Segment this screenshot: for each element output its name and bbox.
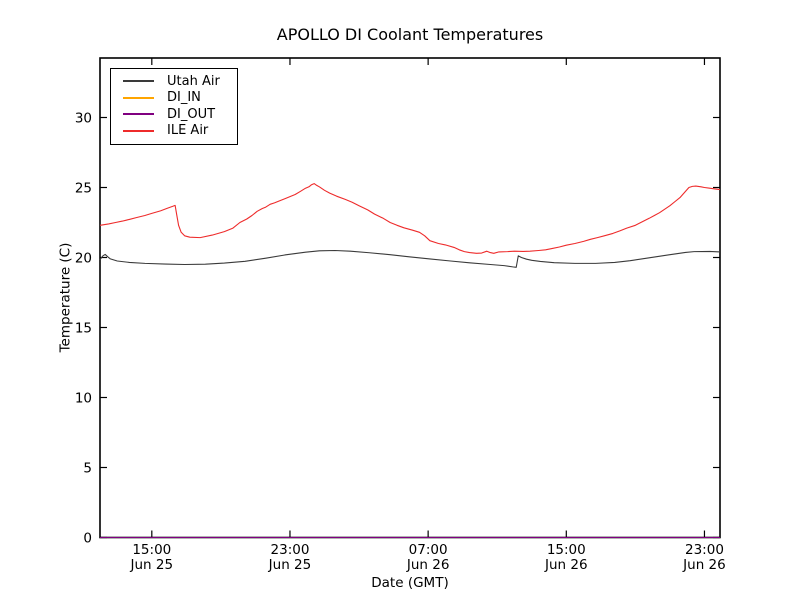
legend-label: Utah Air <box>167 73 220 89</box>
legend-line-swatch <box>123 129 154 132</box>
y-tick-label: 0 <box>83 531 92 547</box>
x-tick-label-time: 23:00 <box>685 542 724 558</box>
series-line-ile-air <box>99 183 721 254</box>
y-tick-label: 10 <box>75 391 92 407</box>
legend-label: DI_IN <box>167 90 201 106</box>
x-tick-label-date: Jun 26 <box>544 557 588 573</box>
y-tick-label: 30 <box>75 111 92 127</box>
legend-line-swatch <box>123 113 154 116</box>
x-tick-label-time: 07:00 <box>409 542 448 558</box>
y-tick-label: 5 <box>83 461 92 477</box>
x-tick-label-date: Jun 25 <box>130 557 174 573</box>
chart-title: APOLLO DI Coolant Temperatures <box>276 25 544 44</box>
y-tick-label: 15 <box>75 321 92 337</box>
legend-label: ILE Air <box>167 123 209 139</box>
legend-line-swatch <box>123 96 154 99</box>
x-tick-label-time: 15:00 <box>547 542 586 558</box>
legend-item-di-out: DI_OUT <box>123 106 235 123</box>
legend-label: DI_OUT <box>167 106 216 122</box>
y-tick-label: 25 <box>75 181 92 197</box>
legend-item-utah-air: Utah Air <box>123 73 235 90</box>
legend-line-swatch <box>123 80 154 83</box>
series-line-utah-air <box>99 249 721 268</box>
x-axis-label: Date (GMT) <box>371 575 449 591</box>
y-axis-label: Temperature (C) <box>57 242 74 353</box>
x-tick-label-date: Jun 26 <box>406 557 450 573</box>
legend: Utah Air DI_IN DI_OUT ILE Air <box>110 68 238 145</box>
x-tick-label-time: 23:00 <box>271 542 310 558</box>
x-tick-label-date: Jun 26 <box>682 557 726 573</box>
x-tick-label-date: Jun 25 <box>268 557 312 573</box>
legend-item-di-in: DI_IN <box>123 90 235 107</box>
y-tick-label: 20 <box>75 251 92 267</box>
legend-item-ile-air: ILE Air <box>123 123 235 140</box>
x-tick-label-time: 15:00 <box>132 542 171 558</box>
